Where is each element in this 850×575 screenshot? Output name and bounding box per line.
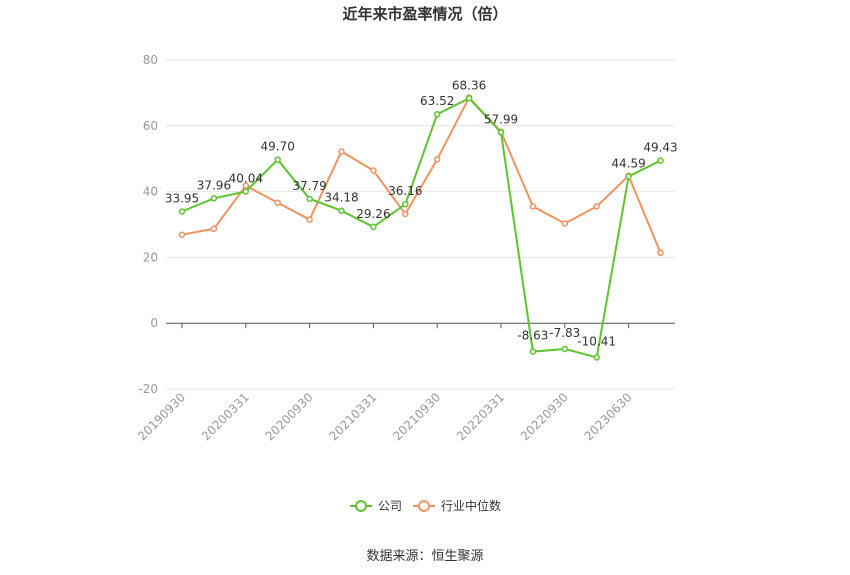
data-point [370,167,377,174]
legend-item-company[interactable]: 公司 [350,499,402,513]
x-tick-label: 20200930 [263,390,316,443]
data-label: 44.59 [611,156,645,170]
legend-item-industry-median[interactable]: 行业中位数 [413,498,501,513]
data-point [593,354,600,361]
data-point [178,231,186,238]
data-point [402,210,409,218]
data-label: 36.16 [388,184,422,198]
chart-title: 近年来市盈率情况（倍） [342,5,507,23]
y-tick-label: 20 [143,250,158,264]
y-tick-label: 60 [143,119,158,133]
legend-label: 公司 [378,499,402,513]
data-point [306,216,313,223]
data-label: 29.26 [356,207,390,221]
data-point [242,188,250,195]
data-point [561,345,569,353]
data-label: 68.36 [452,78,486,92]
x-tick-label: 20210331 [326,390,379,443]
legend[interactable]: 公司 行业中位数 [350,498,501,513]
data-point [433,156,441,163]
data-label: 33.95 [165,192,199,206]
data-label: 63.52 [420,94,454,108]
data-point [210,225,218,233]
data-point [338,207,345,214]
x-tick-label: 20210930 [390,390,443,443]
source-note: 数据来源：恒生聚源 [366,549,483,564]
y-tick-label: 80 [143,53,158,67]
data-point [338,148,345,155]
data-point [593,203,600,210]
data-point [306,195,313,203]
data-point [274,199,281,207]
data-point [657,157,664,164]
data-point [274,156,281,163]
data-label: -10.41 [577,334,616,348]
x-tick-label: 20200331 [199,390,252,443]
data-label: -7.83 [549,326,580,340]
legend-swatch-marker [418,500,430,512]
x-tick-label: 20190930 [135,390,188,443]
data-point [433,110,441,118]
data-point [529,203,537,210]
x-tick-label: 20230630 [582,390,635,443]
data-point [210,195,218,202]
data-label: -8.63 [517,329,548,343]
legend-swatch-marker [355,500,367,512]
legend-label: 行业中位数 [441,498,501,513]
data-point [178,208,186,215]
y-tick-label: 0 [150,316,158,330]
data-label: 57.99 [484,112,518,126]
data-point [465,95,473,102]
x-tick-label: 20220930 [518,390,571,443]
data-point [242,182,250,189]
grid-layer [166,59,675,390]
data-point [370,223,377,231]
y-tick-label: -20 [138,382,158,396]
data-label: 34.18 [324,191,358,205]
series-line-company [181,97,661,359]
x-tick-label: 20220331 [454,390,507,443]
data-label: 40.04 [229,171,263,185]
data-point [402,200,409,208]
series-layer [178,94,664,361]
data-point [657,249,664,257]
data-label: 49.70 [261,140,295,154]
data-point [625,173,632,180]
data-point [529,348,537,355]
data-label: 37.96 [197,178,231,192]
data-point [561,220,569,227]
y-tick-label: 40 [143,185,158,199]
series-line-industry-median [181,96,662,254]
data-label: 49.43 [643,141,677,155]
data-label: 37.79 [292,179,326,193]
data-point [497,129,505,136]
